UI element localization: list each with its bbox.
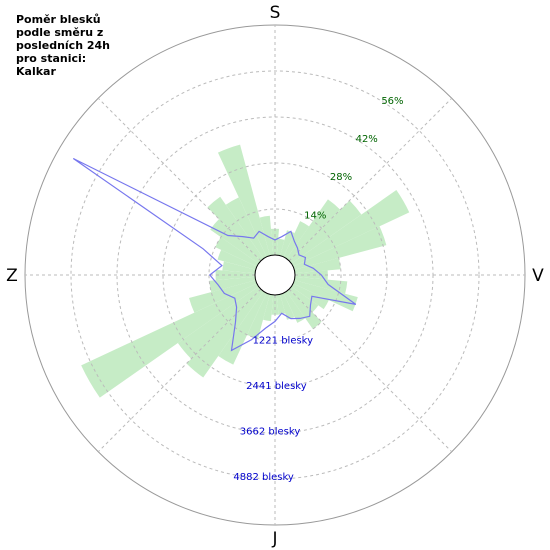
bar-wedge (271, 294, 279, 315)
grid-spoke (288, 97, 453, 262)
bar-wedge (294, 270, 328, 280)
bar-wedge (218, 291, 267, 365)
grid-circle (70, 70, 480, 480)
bar-wedge (291, 190, 410, 267)
bar-wedge (186, 289, 264, 378)
bar-wedge (210, 219, 261, 264)
grid-circle (208, 208, 342, 342)
bar-wedge (283, 291, 306, 323)
chart-title: Poměr blesků podle směru z posledních 24… (16, 13, 111, 78)
bar-wedge (283, 221, 310, 259)
bar-wedge (217, 249, 257, 270)
r2-tick-label: 2441 blesky (246, 381, 307, 392)
bar-wedge (280, 293, 295, 320)
r2-tick-label: 1221 blesky (253, 335, 314, 346)
bar-wedge (225, 197, 267, 259)
bar-wedge (291, 283, 329, 310)
bar-wedge (294, 257, 341, 274)
bar-wedge (276, 294, 286, 315)
direction-label: S (270, 3, 281, 23)
bar-wedge (222, 261, 256, 274)
direction-label: J (271, 529, 277, 549)
bar-wedge (280, 230, 295, 257)
bar-wedge (293, 226, 387, 270)
bar-wedge (189, 280, 257, 313)
bar-wedge (177, 286, 261, 359)
r-tick-label: 42% (356, 134, 378, 145)
r-tick-label: 56% (381, 96, 403, 107)
grid-spoke (288, 288, 453, 453)
r2-tick-label: 3662 blesky (240, 426, 301, 437)
direction-label: Z (6, 266, 18, 286)
r-tick-label: 14% (304, 210, 326, 221)
bar-wedge (207, 196, 264, 261)
direction-label: V (532, 266, 544, 286)
r2-tick-label: 4882 blesky (233, 472, 294, 483)
count-line (72, 157, 357, 352)
bar-wedge (215, 237, 259, 267)
bar-wedge (286, 199, 341, 261)
bar-wedge (81, 283, 259, 398)
bar-wedge (263, 294, 274, 322)
bar-wedge (286, 289, 322, 330)
r-tick-label: 28% (330, 172, 352, 183)
bar-wedge (276, 238, 285, 256)
bar-wedge (247, 293, 270, 339)
bar-wedge (217, 144, 270, 257)
grid-spoke (97, 97, 262, 262)
bar-wedge (294, 276, 348, 294)
center-hole (254, 254, 296, 296)
bar-wedge (293, 280, 358, 312)
grid-spoke (97, 288, 262, 453)
